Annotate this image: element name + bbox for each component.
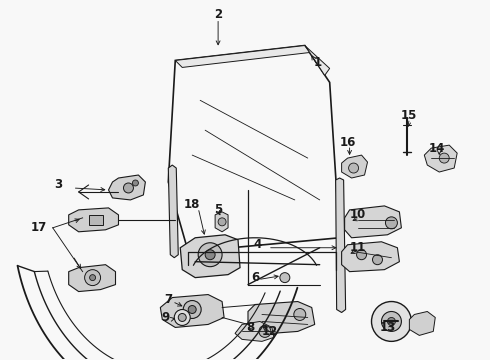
Polygon shape — [215, 212, 228, 232]
Circle shape — [348, 163, 359, 173]
Circle shape — [357, 250, 367, 260]
Text: 2: 2 — [214, 8, 222, 21]
Circle shape — [218, 218, 226, 226]
Polygon shape — [305, 45, 330, 75]
Text: 4: 4 — [254, 238, 262, 251]
Polygon shape — [248, 302, 315, 334]
Circle shape — [294, 309, 306, 320]
Circle shape — [280, 273, 290, 283]
Text: 6: 6 — [251, 271, 259, 284]
Circle shape — [372, 255, 383, 265]
Text: 18: 18 — [184, 198, 200, 211]
Polygon shape — [180, 235, 240, 278]
Circle shape — [178, 314, 186, 321]
Circle shape — [198, 243, 222, 267]
Text: 11: 11 — [349, 241, 366, 254]
Circle shape — [371, 302, 412, 341]
Circle shape — [388, 318, 395, 325]
Polygon shape — [336, 178, 345, 312]
Polygon shape — [175, 45, 310, 67]
Text: 1: 1 — [314, 56, 322, 69]
Circle shape — [132, 180, 138, 186]
Text: 12: 12 — [262, 325, 278, 338]
Text: 9: 9 — [161, 311, 170, 324]
Circle shape — [123, 183, 133, 193]
Polygon shape — [409, 311, 435, 336]
Circle shape — [205, 250, 215, 260]
Polygon shape — [69, 265, 116, 292]
Circle shape — [85, 270, 100, 285]
Text: 3: 3 — [55, 179, 63, 192]
Text: 13: 13 — [379, 321, 395, 334]
Circle shape — [183, 301, 201, 319]
Text: 10: 10 — [349, 208, 366, 221]
Circle shape — [174, 310, 190, 325]
Text: 5: 5 — [214, 203, 222, 216]
Polygon shape — [89, 215, 102, 225]
Circle shape — [90, 275, 96, 280]
Polygon shape — [160, 294, 224, 328]
Text: 8: 8 — [246, 321, 254, 334]
Text: 7: 7 — [164, 293, 172, 306]
Text: 16: 16 — [340, 136, 356, 149]
Polygon shape — [424, 145, 457, 172]
Text: 14: 14 — [429, 141, 445, 155]
Polygon shape — [342, 242, 399, 272]
Circle shape — [259, 325, 271, 337]
Text: 15: 15 — [401, 109, 417, 122]
Polygon shape — [69, 208, 119, 232]
Circle shape — [188, 306, 196, 314]
Text: 17: 17 — [31, 221, 47, 234]
Circle shape — [382, 311, 401, 332]
Polygon shape — [344, 206, 401, 238]
Polygon shape — [108, 175, 146, 200]
Polygon shape — [168, 165, 178, 258]
Polygon shape — [235, 321, 274, 341]
Polygon shape — [342, 155, 368, 178]
Circle shape — [386, 217, 397, 229]
Circle shape — [439, 153, 449, 163]
